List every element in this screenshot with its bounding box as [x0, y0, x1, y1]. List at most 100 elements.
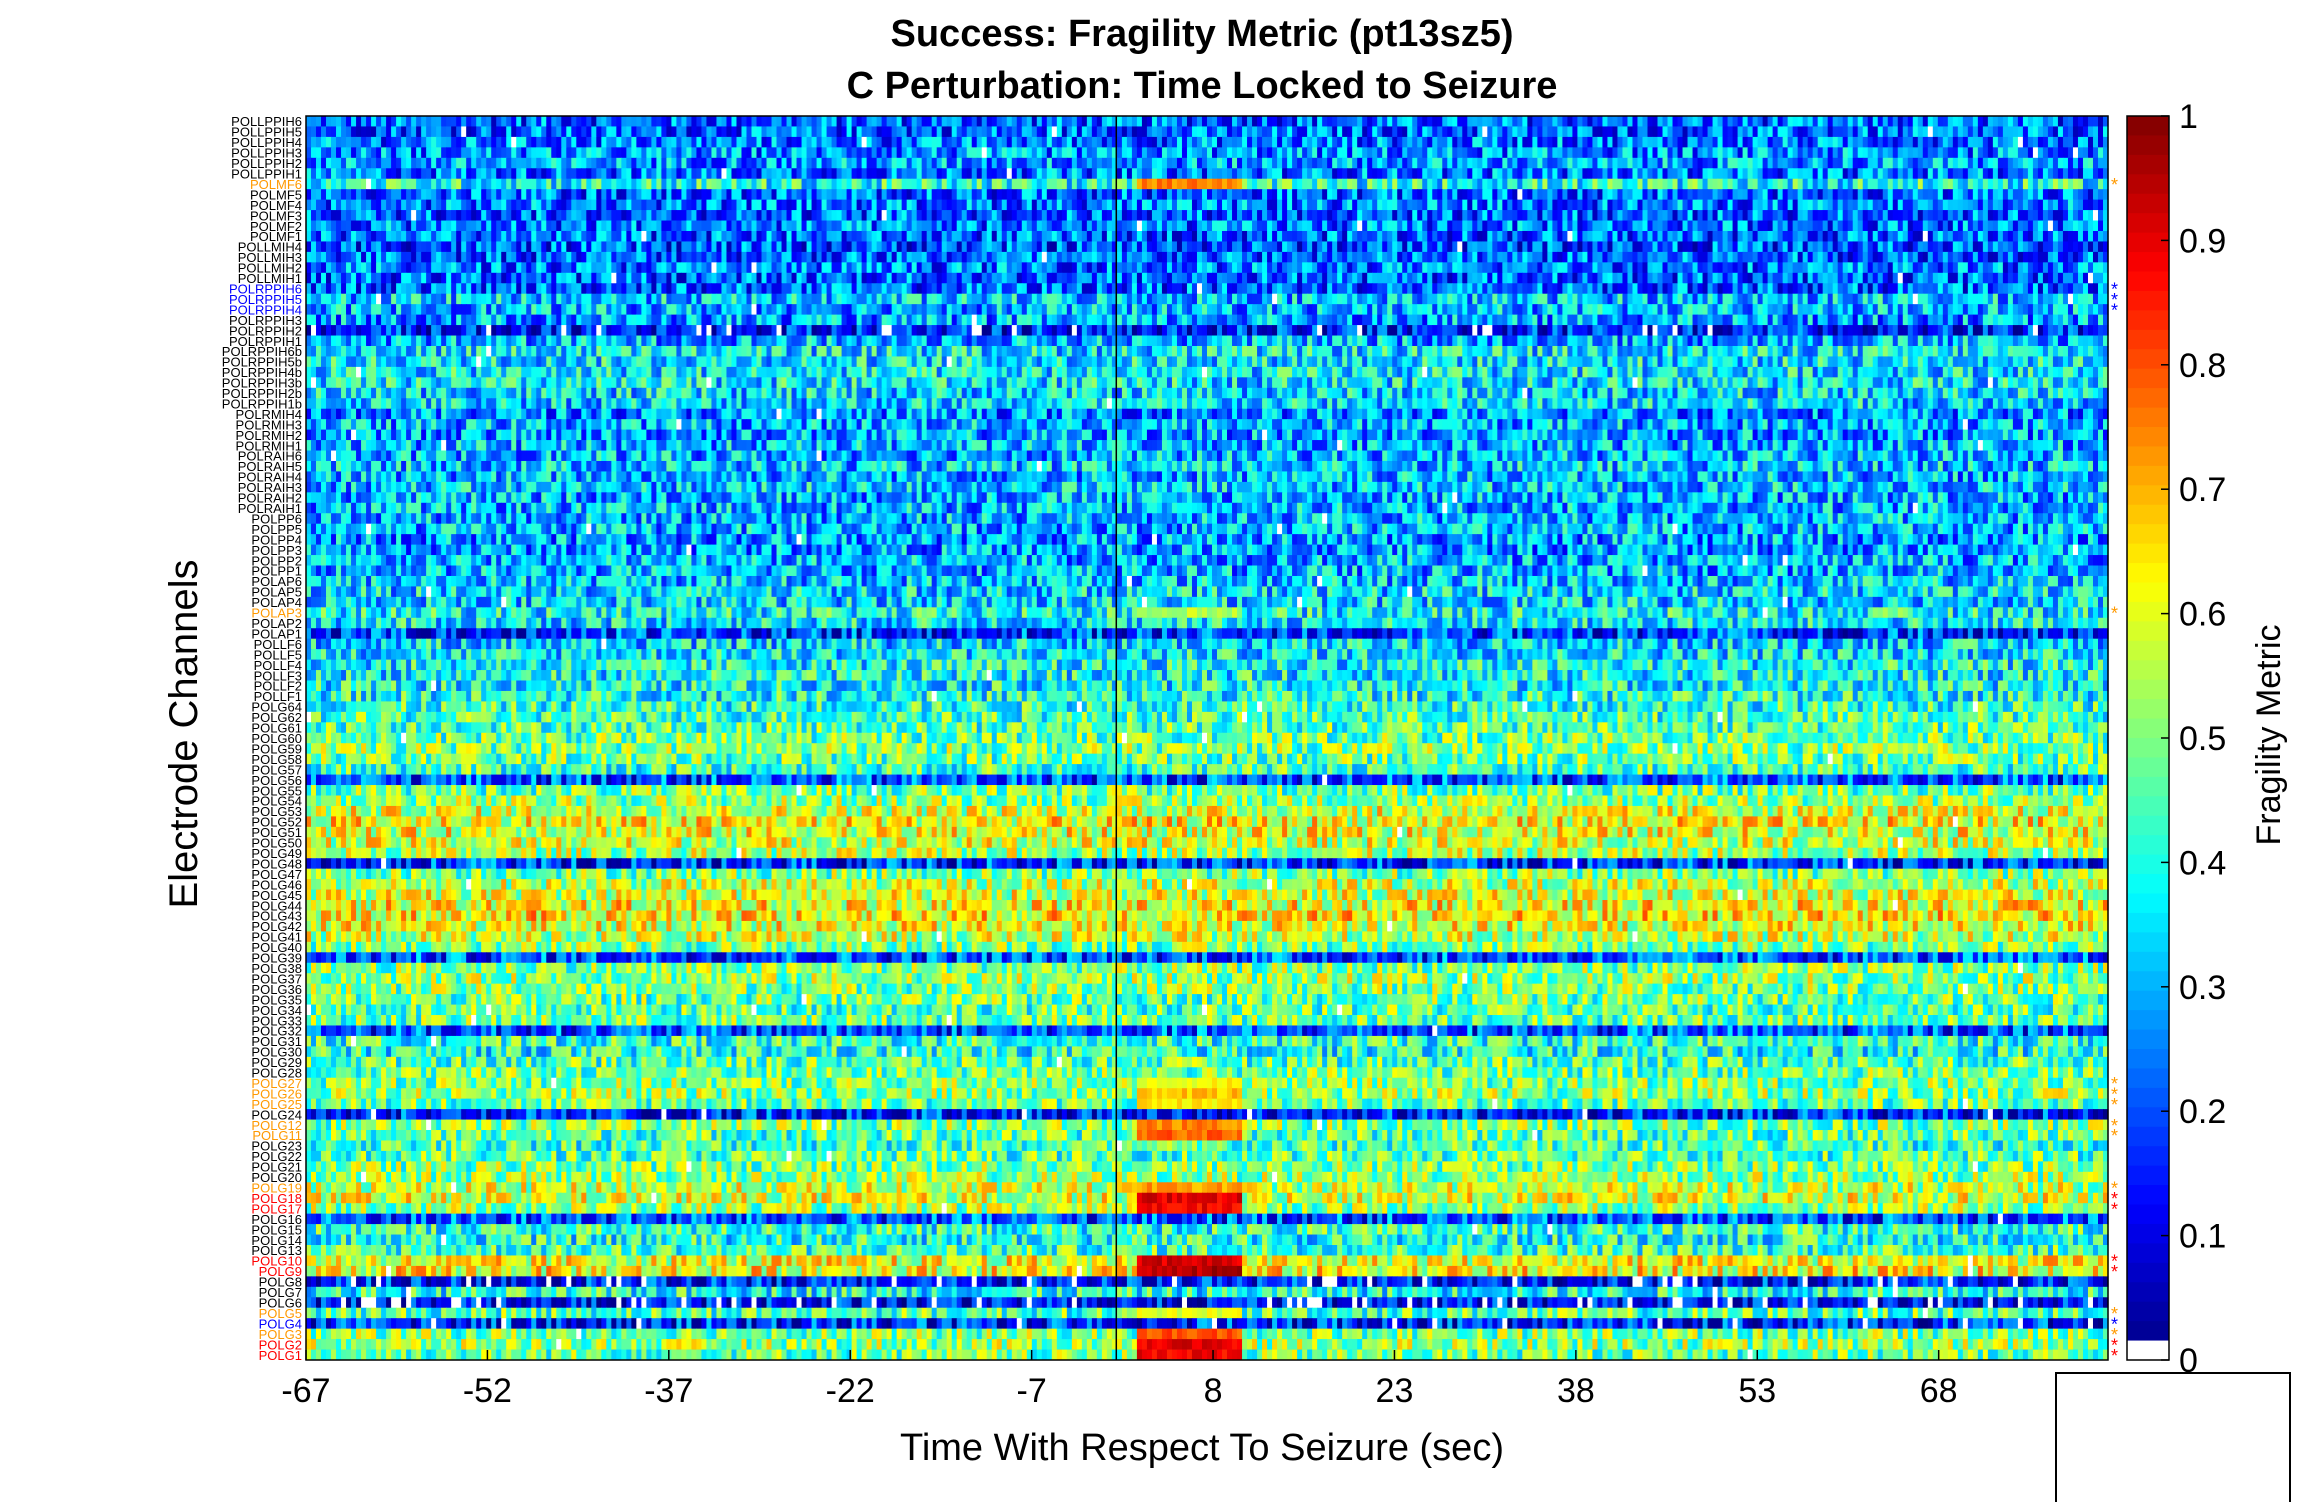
heatmap-cell: [1768, 200, 1774, 211]
heatmap-cell: [1688, 126, 1694, 137]
heatmap-cell: [1908, 147, 1914, 158]
heatmap-cell: [641, 116, 647, 127]
heatmap-cell: [1673, 200, 1679, 211]
heatmap-cell: [1622, 158, 1628, 169]
heatmap-cell: [1698, 189, 1704, 200]
heatmap-cell: [987, 168, 993, 179]
heatmap-cell: [1808, 116, 1814, 127]
heatmap-cell: [1007, 200, 1013, 211]
heatmap-cell: [1658, 158, 1664, 169]
heatmap-cell: [1077, 147, 1083, 158]
heatmap-cell: [867, 126, 873, 137]
heatmap-cell: [987, 179, 993, 190]
heatmap-cell: [1417, 168, 1423, 179]
heatmap-cell: [1297, 168, 1303, 179]
heatmap-cell: [812, 168, 818, 179]
heatmap-cell: [1968, 147, 1974, 158]
heatmap-cell: [506, 116, 512, 127]
heatmap-cell: [1082, 158, 1088, 169]
heatmap-cell: [1693, 147, 1699, 158]
heatmap-cell: [1723, 126, 1729, 137]
heatmap-cell: [676, 126, 682, 137]
heatmap-cell: [927, 179, 933, 190]
heatmap-cell: [952, 126, 958, 137]
heatmap-cell: [411, 189, 417, 200]
heatmap-cell: [1432, 179, 1438, 190]
heatmap-cell: [1297, 179, 1303, 190]
heatmap-cell: [646, 200, 652, 211]
heatmap-cell: [1057, 189, 1063, 200]
heatmap-cell: [817, 200, 823, 211]
heatmap-cell: [366, 189, 372, 200]
heatmap-cell: [1422, 158, 1428, 169]
heatmap-cell: [1462, 147, 1468, 158]
heatmap-cell: [1152, 189, 1158, 200]
heatmap-cell: [1242, 179, 1248, 190]
heatmap-cell: [1127, 179, 1133, 190]
heatmap-cell: [1602, 137, 1608, 148]
heatmap-cell: [561, 200, 567, 211]
heatmap-cell: [556, 158, 562, 169]
heatmap-cell: [887, 137, 893, 148]
heatmap-cell: [2093, 189, 2099, 200]
heatmap-cell: [1938, 147, 1944, 158]
heatmap-cell: [526, 116, 532, 127]
heatmap-cell: [1287, 116, 1293, 127]
heatmap-cell: [2043, 126, 2049, 137]
heatmap-cell: [1167, 137, 1173, 148]
heatmap-cell: [2058, 179, 2064, 190]
heatmap-cell: [1678, 137, 1684, 148]
heatmap-cell: [1758, 116, 1764, 127]
heatmap-cell: [1022, 189, 1028, 200]
heatmap-cell: [1793, 179, 1799, 190]
heatmap-cell: [1703, 137, 1709, 148]
heatmap-cell: [1062, 168, 1068, 179]
heatmap-cell: [1532, 137, 1538, 148]
heatmap-cell: [1617, 116, 1623, 127]
heatmap-cell: [1938, 126, 1944, 137]
heatmap-cell: [581, 158, 587, 169]
heatmap-cell: [1607, 168, 1613, 179]
heatmap-cell: [1497, 116, 1503, 127]
heatmap-cell: [1798, 126, 1804, 137]
heatmap-cell: [1322, 126, 1328, 137]
heatmap-cell: [2078, 126, 2084, 137]
heatmap-cell: [1267, 126, 1273, 137]
heatmap-cell: [2063, 189, 2069, 200]
heatmap-cell: [2018, 189, 2024, 200]
heatmap-cell: [1938, 137, 1944, 148]
heatmap-cell: [1532, 158, 1538, 169]
heatmap-cell: [731, 116, 737, 127]
heatmap-cell: [1097, 126, 1103, 137]
heatmap-cell: [1402, 147, 1408, 158]
heatmap-cell: [1307, 137, 1313, 148]
heatmap-cell: [1838, 137, 1844, 148]
heatmap-cell: [406, 189, 412, 200]
heatmap-cell: [987, 189, 993, 200]
heatmap-cell: [987, 116, 993, 127]
heatmap-cell: [2058, 158, 2064, 169]
heatmap-cell: [306, 158, 312, 169]
heatmap-cell: [391, 158, 397, 169]
heatmap-cell: [797, 116, 803, 127]
heatmap-cell: [1793, 147, 1799, 158]
heatmap-cell: [691, 189, 697, 200]
heatmap-cell: [1868, 137, 1874, 148]
heatmap-cell: [2018, 137, 2024, 148]
heatmap-cell: [1703, 200, 1709, 211]
heatmap-cell: [491, 116, 497, 127]
heatmap-cell: [917, 179, 923, 190]
heatmap-cell: [1162, 158, 1168, 169]
heatmap-cell: [1547, 158, 1553, 169]
heatmap-cell: [1557, 147, 1563, 158]
heatmap-cell: [1217, 179, 1223, 190]
heatmap-cell: [1898, 189, 1904, 200]
heatmap-cell: [326, 158, 332, 169]
heatmap-cell: [1788, 189, 1794, 200]
heatmap-cell: [1998, 168, 2004, 179]
heatmap-row: [306, 210, 2109, 221]
heatmap-cell: [1037, 137, 1043, 148]
heatmap-cell: [1057, 126, 1063, 137]
heatmap-cell: [1567, 189, 1573, 200]
heatmap-cell: [1087, 137, 1093, 148]
